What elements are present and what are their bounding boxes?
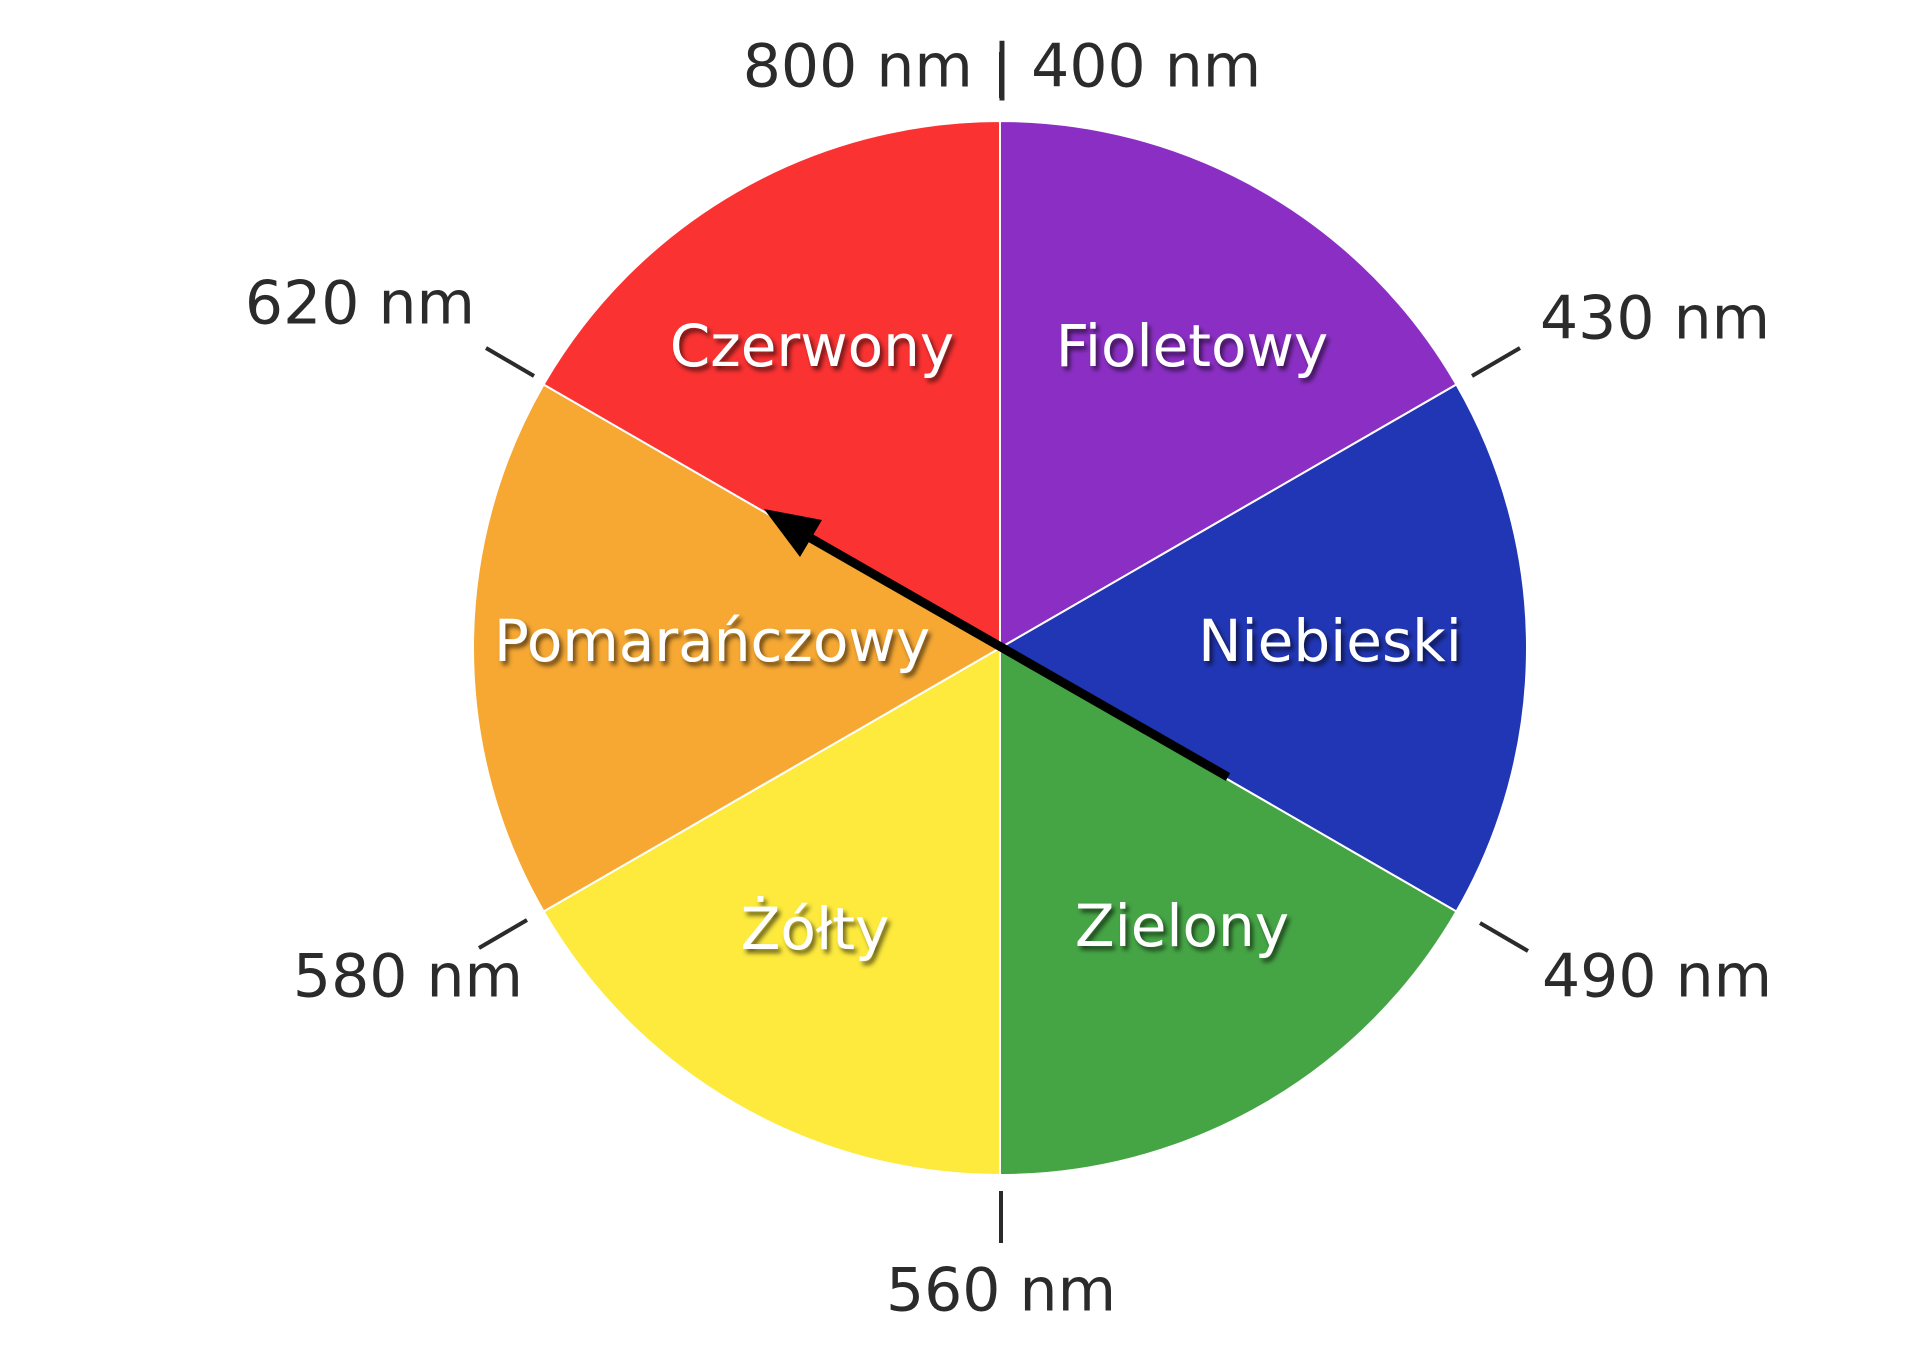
- boundary-label-580: 580 nm: [293, 942, 523, 1012]
- segment-label-blue: Niebieski: [1198, 607, 1462, 675]
- tick-upper-right: [1470, 346, 1522, 378]
- segment-red: [542, 119, 1001, 650]
- segment-label-green: Zielony: [1075, 892, 1289, 960]
- segment-green: [999, 646, 1458, 1177]
- boundary-label-430: 430 nm: [1540, 284, 1770, 354]
- segment-label-red: Czerwony: [670, 312, 954, 380]
- segment-label-yellow: Żółty: [741, 895, 890, 963]
- boundary-label-560: 560 nm: [886, 1256, 1116, 1326]
- segment-labels: Fioletowy Niebieski Zielony Żółty Pomara…: [494, 312, 1462, 963]
- segment-yellow: [542, 646, 1001, 1177]
- segment-label-violet: Fioletowy: [1056, 312, 1329, 380]
- wheel-segments: [472, 119, 1528, 1177]
- boundary-labels: 800 nm | 400 nm 430 nm 490 nm 560 nm 580…: [245, 32, 1772, 1326]
- arrow-head: [764, 509, 822, 557]
- segment-orange: [472, 383, 1003, 913]
- boundary-ticks: [477, 52, 1530, 1243]
- tick-lower-left: [477, 918, 529, 950]
- transition-arrow: [764, 509, 1231, 781]
- segment-violet: [999, 119, 1458, 650]
- segment-label-orange: Pomarańczowy: [494, 607, 930, 675]
- tick-upper-left: [484, 346, 536, 378]
- boundary-label-490: 490 nm: [1542, 942, 1772, 1012]
- tick-lower-right: [1478, 921, 1530, 953]
- arrow-shaft: [797, 528, 1231, 781]
- boundary-label-top: 800 nm | 400 nm: [743, 32, 1262, 102]
- segment-blue: [997, 383, 1528, 913]
- boundary-label-620: 620 nm: [245, 269, 475, 339]
